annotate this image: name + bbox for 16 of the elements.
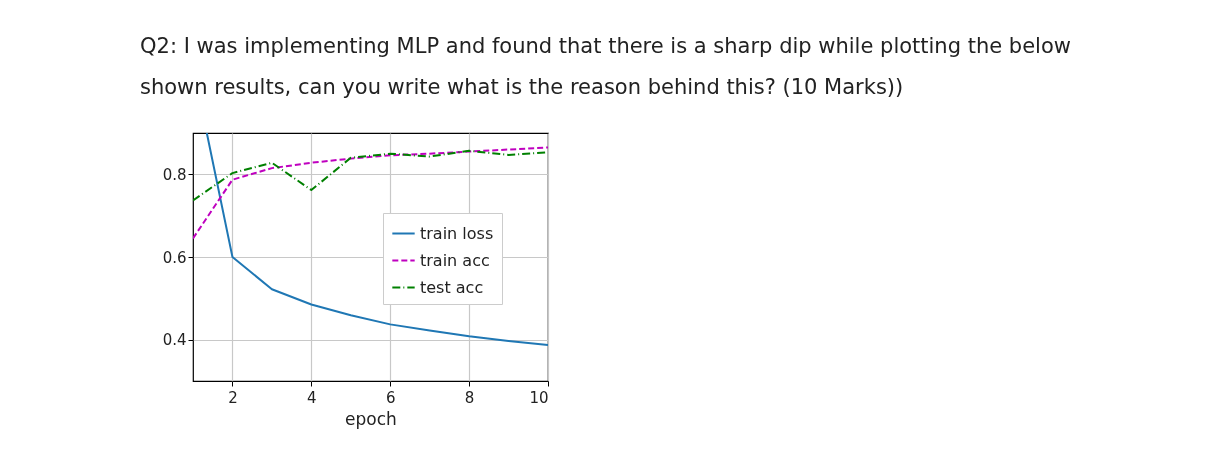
- legend-label: train loss: [420, 223, 494, 243]
- legend-label: train acc: [420, 250, 490, 270]
- line-series: [193, 146, 548, 240]
- x-tick-label: 2: [228, 388, 238, 407]
- text: Q2: I was implementing MLP and found that there is a sharp dip while plotting the below shown results, can you write what is the reason behind this? (10 Marks)): [140, 33, 1072, 101]
- y-tick-label: 0.8: [162, 165, 187, 184]
- line-series: [193, 149, 548, 202]
- x-axis-title: epoch: [345, 408, 397, 429]
- x-tick-label: 4: [307, 388, 317, 407]
- line-series: [205, 133, 548, 347]
- y-tick-label: 0.6: [162, 248, 187, 267]
- x-tick-label: 8: [464, 388, 475, 407]
- y-tick-label: 0.4: [162, 331, 187, 350]
- x-tick-label: 10: [529, 388, 549, 407]
- x-tick-label: 6: [385, 388, 396, 407]
- legend-label: test acc: [420, 277, 484, 297]
